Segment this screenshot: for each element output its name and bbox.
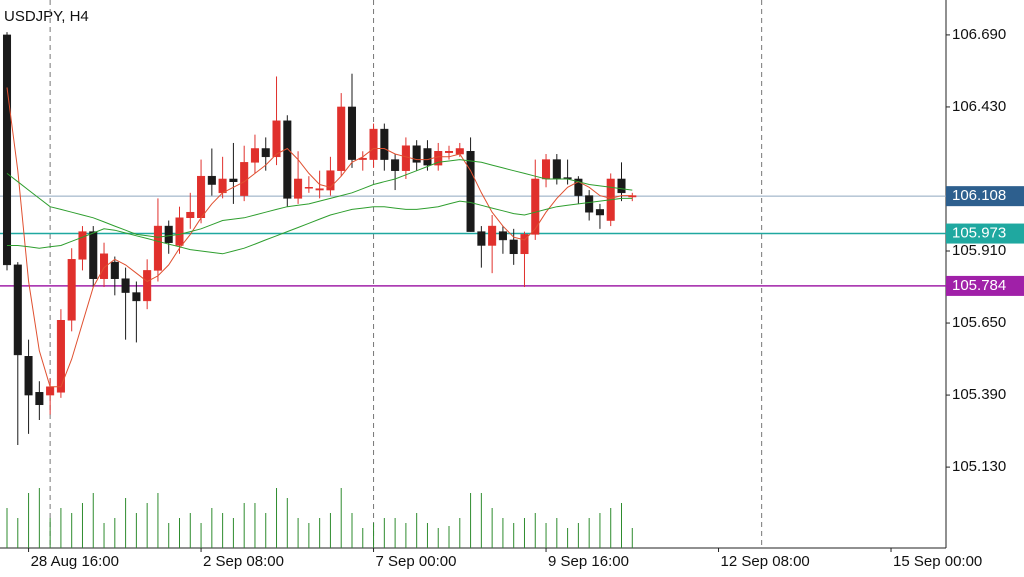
candle-body [78, 231, 87, 260]
candle-body [272, 120, 281, 158]
price-level-box [946, 186, 1024, 207]
candle-body [520, 234, 529, 255]
moving-average [6, 87, 633, 388]
candle-body [294, 178, 303, 199]
candle-body [304, 187, 313, 189]
candle-body [261, 148, 270, 158]
candle-body [595, 209, 604, 216]
candle-body [218, 178, 227, 194]
candle-body [617, 178, 626, 194]
candle-body [283, 120, 292, 199]
price-level-label: 105.973 [952, 225, 1006, 242]
candle-body [380, 128, 389, 160]
candle-body [67, 259, 76, 321]
candle-body [175, 217, 184, 246]
y-tick-label: 105.130 [952, 458, 1006, 475]
candle-body [2, 34, 12, 266]
candle-body [369, 128, 378, 160]
candle-body [574, 178, 583, 196]
candle-body [477, 231, 486, 246]
candle-body [56, 320, 65, 393]
price-level-box [946, 275, 1024, 296]
candle-body [250, 148, 259, 163]
candle-body [585, 195, 594, 213]
candle-body [401, 145, 410, 171]
candle-body [100, 253, 109, 279]
candle-body [121, 278, 130, 293]
candle-body [46, 386, 55, 396]
candle-body [488, 225, 497, 246]
price-level-label: 106.108 [952, 187, 1006, 204]
candle-body [347, 106, 357, 160]
candle-body [110, 261, 119, 279]
candle-body [35, 392, 44, 406]
candle-body [509, 239, 518, 255]
x-tick-label: 9 Sep 16:00 [548, 553, 629, 570]
candle-body [455, 148, 464, 155]
candle-body [229, 178, 238, 182]
candle-body [89, 231, 98, 279]
candle-body [24, 356, 33, 396]
candle-body [552, 159, 561, 180]
candle-body [466, 151, 475, 232]
x-tick-label: 15 Sep 00:00 [893, 553, 982, 570]
candle-body [444, 151, 454, 153]
candle-body [153, 225, 162, 271]
candle-body [391, 159, 400, 171]
candle-body [164, 225, 173, 243]
x-tick-label: 28 Aug 16:00 [31, 553, 119, 570]
moving-average [6, 159, 633, 238]
candle-body [498, 231, 507, 241]
y-tick-label: 106.430 [952, 98, 1006, 115]
candle-body [326, 170, 335, 191]
moving-average [7, 197, 633, 255]
x-tick-label: 12 Sep 08:00 [721, 553, 810, 570]
price-level-label: 105.784 [952, 277, 1006, 294]
y-tick-label: 105.650 [952, 314, 1006, 331]
chart-title: USDJPY, H4 [4, 8, 89, 25]
candle-body [207, 175, 216, 185]
price-level-box [946, 223, 1024, 244]
candle-body [412, 145, 421, 163]
candle-body [143, 270, 152, 302]
y-tick-label: 106.690 [952, 26, 1006, 43]
y-tick-label: 105.390 [952, 386, 1006, 403]
candle-body [337, 106, 346, 171]
candle-body [423, 148, 432, 166]
x-tick-label: 7 Sep 00:00 [376, 553, 457, 570]
candle-body [542, 159, 551, 180]
candle-body [315, 188, 324, 191]
candle-body [13, 264, 22, 356]
candle-body [531, 178, 540, 235]
candle-body [132, 292, 141, 302]
candle-body [197, 175, 206, 219]
x-tick-label: 2 Sep 08:00 [203, 553, 284, 570]
candle-body [186, 211, 195, 219]
candle-body [240, 162, 249, 196]
y-tick-label: 105.910 [952, 242, 1006, 259]
